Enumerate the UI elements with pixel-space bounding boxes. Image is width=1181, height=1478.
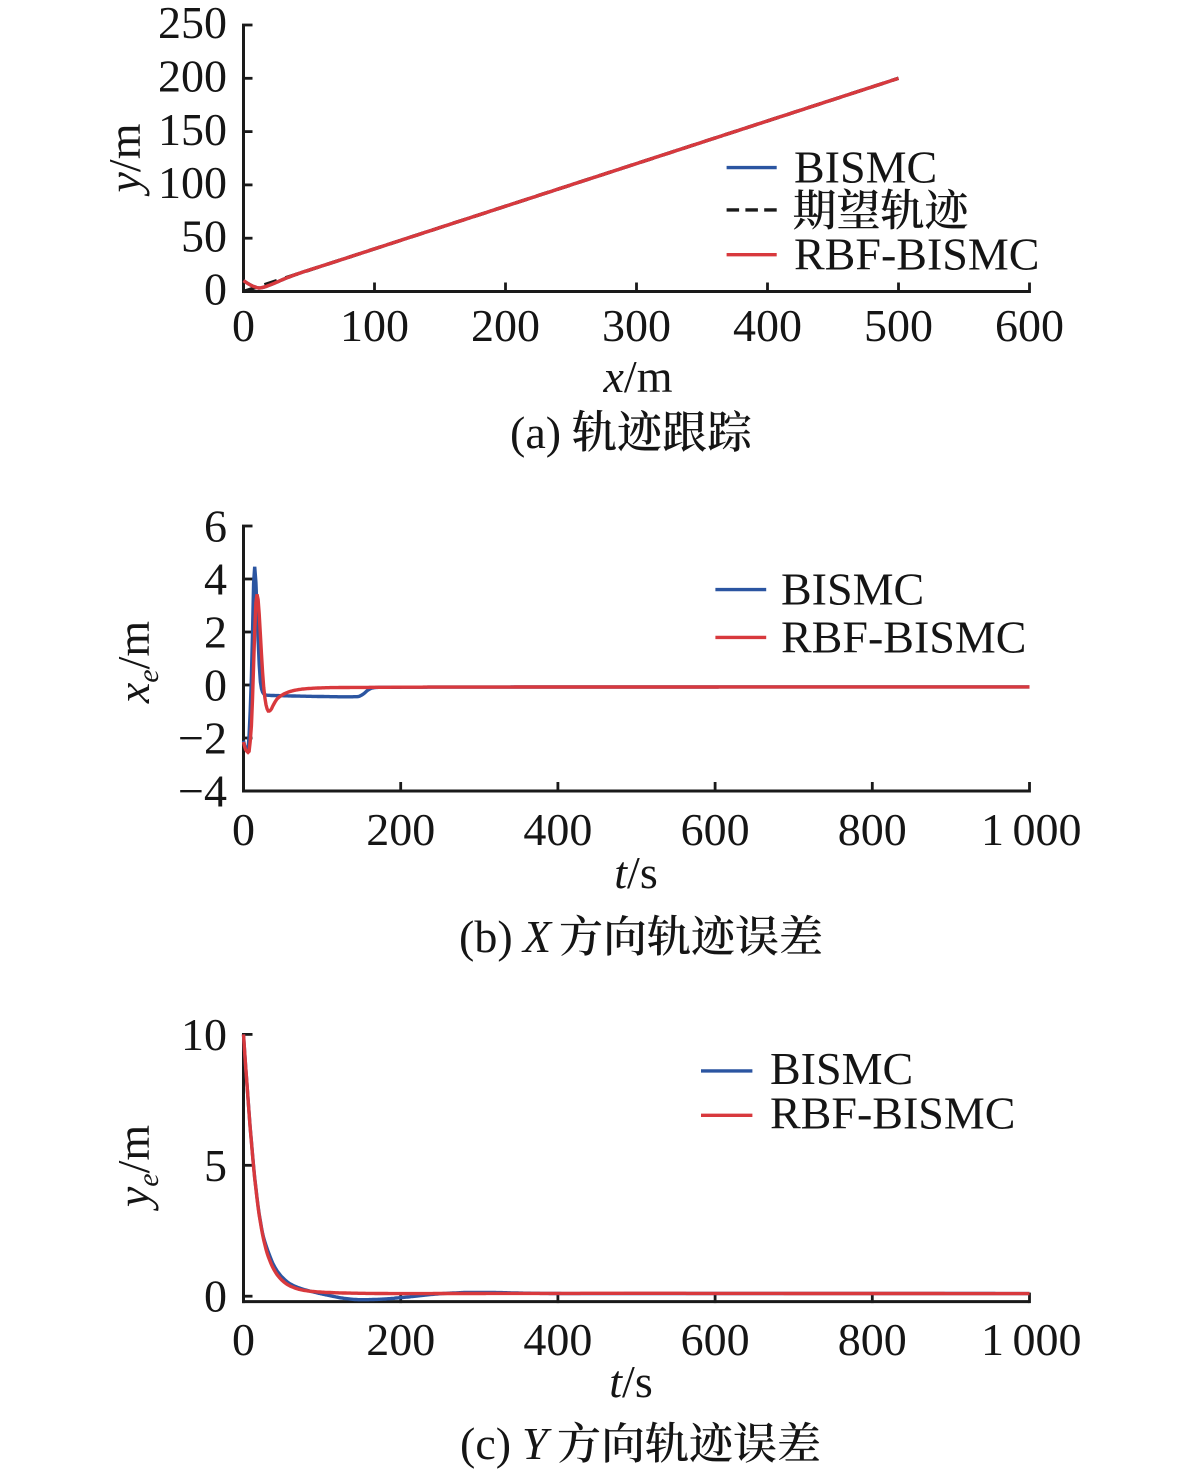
svg-text:800: 800 xyxy=(838,804,907,855)
svg-text:Y: Y xyxy=(522,1418,552,1469)
svg-text:xe/m: xe/m xyxy=(108,621,165,705)
svg-text:100: 100 xyxy=(340,300,409,351)
svg-text:600: 600 xyxy=(681,804,750,855)
svg-text:600: 600 xyxy=(681,1314,750,1365)
svg-text:0: 0 xyxy=(232,300,255,351)
svg-text:ye/m: ye/m xyxy=(108,1125,165,1212)
svg-text:400: 400 xyxy=(523,1314,592,1365)
svg-text:300: 300 xyxy=(602,300,671,351)
svg-text:BISMC: BISMC xyxy=(794,142,937,193)
svg-text:1: 1 xyxy=(981,804,1004,855)
svg-text:0: 0 xyxy=(232,804,255,855)
svg-text:X: X xyxy=(521,911,553,962)
svg-text:t/s: t/s xyxy=(609,1356,652,1407)
svg-text:4: 4 xyxy=(204,554,227,605)
svg-text:250: 250 xyxy=(158,0,227,48)
svg-text:(c): (c) xyxy=(460,1418,511,1469)
svg-text:RBF-BISMC: RBF-BISMC xyxy=(781,611,1026,662)
svg-text:100: 100 xyxy=(158,157,227,208)
svg-text:5: 5 xyxy=(204,1140,227,1191)
svg-text:200: 200 xyxy=(366,804,435,855)
svg-text:2: 2 xyxy=(204,607,227,658)
svg-text:600: 600 xyxy=(995,300,1064,351)
svg-text:10: 10 xyxy=(181,1009,227,1060)
svg-text:0: 0 xyxy=(232,1314,255,1365)
svg-text:150: 150 xyxy=(158,104,227,155)
svg-text:000: 000 xyxy=(1013,1314,1082,1365)
svg-text:BISMC: BISMC xyxy=(781,564,924,615)
svg-text:200: 200 xyxy=(158,51,227,102)
svg-text:0: 0 xyxy=(204,660,227,711)
svg-text:0: 0 xyxy=(204,1271,227,1322)
svg-text:(a): (a) xyxy=(510,407,561,458)
svg-text:−4: −4 xyxy=(178,766,227,817)
svg-text:RBF-BISMC: RBF-BISMC xyxy=(794,229,1039,280)
svg-text:(b): (b) xyxy=(459,911,513,962)
svg-text:0: 0 xyxy=(204,264,227,315)
svg-text:x/m: x/m xyxy=(603,351,673,402)
svg-text:400: 400 xyxy=(733,300,802,351)
svg-text:800: 800 xyxy=(838,1314,907,1365)
svg-text:200: 200 xyxy=(471,300,540,351)
svg-text:BISMC: BISMC xyxy=(770,1043,913,1094)
svg-text:200: 200 xyxy=(366,1314,435,1365)
svg-text:y/m: y/m xyxy=(99,123,150,196)
svg-text:000: 000 xyxy=(1013,804,1082,855)
svg-text:500: 500 xyxy=(864,300,933,351)
svg-text:1: 1 xyxy=(981,1314,1004,1365)
svg-text:400: 400 xyxy=(523,804,592,855)
svg-text:−2: −2 xyxy=(178,713,227,764)
svg-text:50: 50 xyxy=(181,210,227,261)
svg-text:RBF-BISMC: RBF-BISMC xyxy=(770,1087,1015,1138)
svg-text:t/s: t/s xyxy=(614,847,657,898)
svg-text:6: 6 xyxy=(204,501,227,552)
